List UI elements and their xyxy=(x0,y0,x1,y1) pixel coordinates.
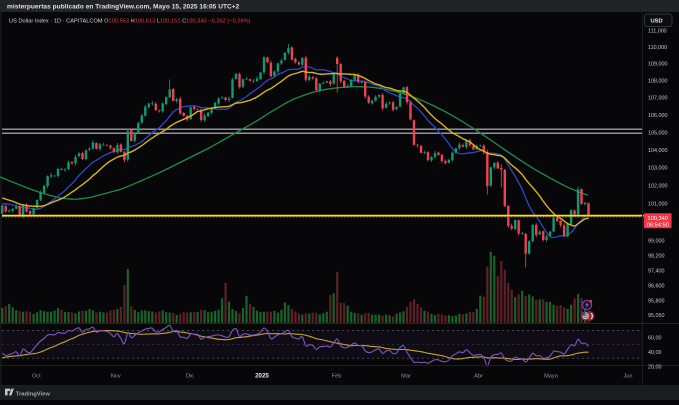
svg-text:misterpuertas publicado en Tra: misterpuertas publicado en TradingView.c… xyxy=(7,4,240,11)
svg-text:107,000: 107,000 xyxy=(648,96,668,102)
svg-text:95,050: 95,050 xyxy=(648,313,665,319)
svg-text:98,200: 98,200 xyxy=(648,253,665,259)
svg-text:60,00: 60,00 xyxy=(648,336,662,342)
svg-text:TradingView: TradingView xyxy=(16,391,51,397)
svg-text:106,000: 106,000 xyxy=(648,113,668,119)
svg-text:Feb: Feb xyxy=(332,374,342,380)
svg-text:Dic: Dic xyxy=(186,374,194,380)
svg-text:Mar: Mar xyxy=(401,374,411,380)
svg-text:97,400: 97,400 xyxy=(648,268,665,274)
svg-text:105,000: 105,000 xyxy=(648,130,668,136)
svg-text:40,00: 40,00 xyxy=(648,350,662,356)
svg-text:06:54:50: 06:54:50 xyxy=(647,223,669,229)
svg-text:Abr: Abr xyxy=(474,374,483,380)
svg-text:96,600: 96,600 xyxy=(648,283,665,289)
svg-text:109,000: 109,000 xyxy=(648,62,668,68)
svg-text:Mayo: Mayo xyxy=(544,374,558,380)
svg-text:95,800: 95,800 xyxy=(648,299,665,305)
svg-text:20,00: 20,00 xyxy=(648,364,662,370)
svg-text:2025: 2025 xyxy=(255,373,269,380)
svg-text:Jun: Jun xyxy=(623,374,632,380)
svg-text:Nov: Nov xyxy=(111,374,121,380)
svg-text:108,000: 108,000 xyxy=(648,79,668,85)
svg-text:100,340: 100,340 xyxy=(647,216,668,222)
svg-text:Oct: Oct xyxy=(32,374,41,380)
svg-text:102,000: 102,000 xyxy=(648,184,668,190)
svg-text:104,000: 104,000 xyxy=(648,148,668,154)
svg-text:110,000: 110,000 xyxy=(648,45,667,51)
svg-text:111,000: 111,000 xyxy=(648,28,667,34)
svg-text:USD: USD xyxy=(651,19,663,25)
svg-text:99,000: 99,000 xyxy=(648,238,665,244)
svg-text:US Dollar Index · 1D · CAPITAL: US Dollar Index · 1D · CAPITALCOM O100,5… xyxy=(9,18,251,24)
svg-text:103,000: 103,000 xyxy=(648,166,668,172)
svg-text:101,000: 101,000 xyxy=(648,202,668,208)
